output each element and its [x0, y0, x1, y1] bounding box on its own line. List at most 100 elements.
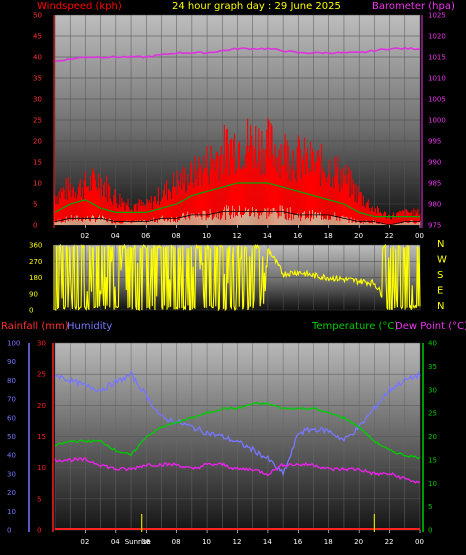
- barometer-label: Barometer (hpa): [372, 1, 455, 12]
- x-tick-label: 16: [293, 232, 302, 240]
- compass-label: N: [437, 301, 444, 312]
- temp-humidity-panel: 0510152025300102030405060708090100051015…: [7, 340, 437, 547]
- y-tick-baro: 995: [428, 138, 441, 146]
- y-tick-baro: 1025: [428, 12, 446, 20]
- x-tick-label: 00: [415, 232, 424, 240]
- x-tick-label: 04: [111, 232, 120, 240]
- wind-mean-line: [54, 182, 420, 218]
- compass-label: S: [437, 270, 443, 281]
- y-tick-wind: 10: [33, 180, 42, 188]
- x-tick-label: 10: [202, 232, 211, 240]
- x-tick-label: 12: [233, 538, 242, 546]
- y-tick-humidity: 90: [7, 358, 16, 366]
- y-tick-baro: 1010: [428, 75, 446, 83]
- y-tick-direction: 270: [29, 258, 42, 266]
- y-tick-wind: 15: [33, 159, 42, 167]
- y-tick-baro: 975: [428, 222, 441, 230]
- y-tick-wind: 45: [33, 33, 42, 41]
- barometer-line: [54, 46, 421, 62]
- y-tick-humidity: 40: [7, 452, 16, 460]
- y-tick-direction: 360: [29, 242, 42, 250]
- humidity-line: [54, 370, 421, 477]
- y-tick-temperature: 20: [428, 433, 437, 441]
- x-tick-label: 22: [385, 538, 394, 546]
- y-tick-humidity: 20: [7, 489, 16, 497]
- wind-low-line: [54, 211, 420, 226]
- x-tick-label: 02: [80, 538, 89, 546]
- x-tick-label: 22: [385, 232, 394, 240]
- y-tick-temperature: 35: [428, 363, 437, 371]
- y-tick-wind: 5: [33, 201, 37, 209]
- x-tick-label: 00: [415, 538, 424, 546]
- y-tick-rain: 30: [37, 340, 46, 348]
- chart-title: 24 hour graph day : 29 June 2025: [172, 1, 341, 12]
- y-tick-rain: 10: [37, 464, 46, 472]
- x-tick-label: 14: [263, 538, 272, 546]
- y-tick-direction: 180: [29, 274, 42, 282]
- wind-baro-panel: 0510152025303540455097598098599099510001…: [33, 12, 446, 241]
- y-tick-humidity: 50: [7, 433, 16, 441]
- y-tick-rain: 25: [37, 371, 46, 379]
- y-tick-wind: 50: [33, 12, 42, 20]
- sunrise-label: Sunrise: [125, 538, 151, 546]
- y-tick-humidity: 80: [7, 377, 16, 385]
- y-tick-wind: 0: [33, 222, 37, 230]
- y-tick-wind: 30: [33, 96, 42, 104]
- compass-label: N: [437, 239, 444, 250]
- y-tick-baro: 1015: [428, 54, 446, 62]
- x-tick-label: 16: [293, 538, 302, 546]
- humidity-label: Humidity: [67, 321, 113, 332]
- x-tick-label: 18: [324, 538, 333, 546]
- y-tick-baro: 1020: [428, 33, 446, 41]
- y-tick-temperature: 25: [428, 410, 437, 418]
- x-tick-label: 06: [141, 538, 150, 546]
- x-tick-label: 06: [141, 232, 150, 240]
- x-tick-label: 18: [324, 232, 333, 240]
- dewpoint-line: [54, 457, 421, 484]
- y-tick-humidity: 0: [7, 527, 11, 535]
- y-tick-wind: 40: [33, 54, 42, 62]
- y-tick-humidity: 30: [7, 470, 16, 478]
- y-tick-rain: 0: [37, 527, 41, 535]
- wind-direction-line: [55, 243, 421, 312]
- y-tick-baro: 985: [428, 180, 441, 188]
- dewpoint-label: Dew Point (°C): [395, 321, 466, 332]
- y-tick-baro: 980: [428, 201, 441, 209]
- y-tick-rain: 20: [37, 402, 46, 410]
- y-tick-temperature: 10: [428, 480, 437, 488]
- y-tick-humidity: 70: [7, 396, 16, 404]
- temperature-label: Temperature (°C): [312, 321, 399, 332]
- x-tick-label: 04: [111, 538, 120, 546]
- y-tick-humidity: 100: [7, 340, 20, 348]
- y-tick-temperature: 0: [428, 527, 432, 535]
- windspeed-label: Windspeed (kph): [37, 1, 122, 12]
- x-tick-label: 02: [80, 232, 89, 240]
- y-tick-baro: 1005: [428, 96, 446, 104]
- compass-label: E: [437, 286, 443, 297]
- rainfall-label: Rainfall (mm): [1, 321, 69, 332]
- x-tick-label: 14: [263, 232, 272, 240]
- x-tick-label: 08: [172, 232, 181, 240]
- y-tick-wind: 35: [33, 75, 42, 83]
- temperature-line: [54, 401, 421, 460]
- y-tick-wind: 25: [33, 117, 42, 125]
- y-tick-wind: 20: [33, 138, 42, 146]
- y-tick-humidity: 60: [7, 414, 16, 422]
- y-tick-direction: 0: [29, 307, 33, 315]
- y-tick-humidity: 10: [7, 508, 16, 516]
- y-tick-temperature: 5: [428, 503, 432, 511]
- y-tick-baro: 1000: [428, 117, 446, 125]
- x-tick-label: 10: [202, 538, 211, 546]
- x-tick-label: 12: [233, 232, 242, 240]
- y-tick-rain: 15: [37, 433, 46, 441]
- y-tick-rain: 5: [37, 495, 41, 503]
- y-tick-temperature: 30: [428, 386, 437, 394]
- y-tick-temperature: 40: [428, 340, 437, 348]
- compass-label: W: [437, 255, 447, 266]
- y-tick-temperature: 15: [428, 456, 437, 464]
- x-tick-label: 08: [172, 538, 181, 546]
- y-tick-baro: 990: [428, 159, 441, 167]
